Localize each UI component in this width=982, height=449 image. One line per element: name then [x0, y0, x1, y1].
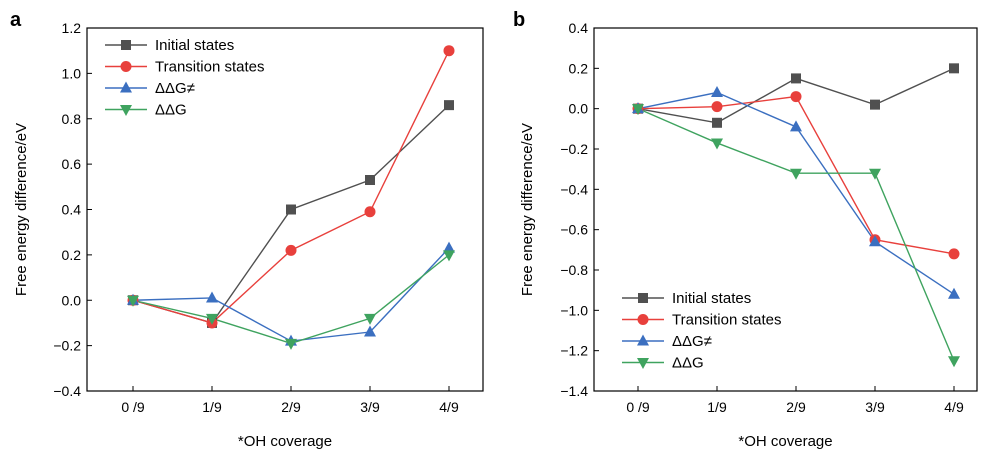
- data-point: [364, 325, 376, 337]
- legend-marker: [638, 293, 648, 303]
- data-point: [790, 91, 802, 103]
- data-point: [711, 86, 723, 98]
- data-point: [443, 45, 455, 57]
- x-tick-label: 0 /9: [121, 399, 145, 415]
- data-point: [790, 120, 802, 132]
- legend-marker: [121, 40, 131, 50]
- plot-frame: [86, 27, 484, 392]
- data-point: [443, 241, 455, 253]
- legend-label: ΔΔG: [155, 102, 187, 119]
- data-point: [285, 338, 297, 350]
- y-tick-label: 0.6: [62, 156, 82, 172]
- data-point: [948, 287, 960, 299]
- y-tick-label: 0.8: [62, 111, 82, 127]
- data-point: [948, 248, 960, 260]
- legend-label: ΔΔG: [672, 355, 704, 372]
- plot-frame: [593, 27, 978, 392]
- x-tick-label: 3/9: [360, 399, 380, 415]
- data-point: [364, 206, 376, 218]
- panel-a: −0.4 −0.2 0.0 0.2 0.4 0.6 0.8 1.0 1.2 0 /9 1/9 2/9 3…: [10, 9, 484, 449]
- x-tick-label: 4/9: [944, 399, 964, 415]
- legend-label: Initial states: [672, 290, 751, 307]
- y-tick-label: 1.0: [62, 65, 82, 81]
- data-point: [711, 138, 723, 150]
- data-point: [127, 295, 139, 307]
- legend: Initial states Transition states ΔΔG≠ ΔΔG: [622, 290, 782, 372]
- data-point: [790, 168, 802, 180]
- y-tick-label: 0.2: [569, 60, 589, 76]
- legend-marker: [637, 358, 649, 369]
- data-point: [632, 104, 644, 116]
- data-point: [444, 100, 454, 111]
- data-point: [285, 244, 297, 256]
- data-point: [206, 291, 218, 303]
- x-tick-label: 2/9: [786, 399, 806, 415]
- y-axis-label: Free energy difference/eV: [13, 123, 30, 296]
- panel-label: b: [513, 9, 525, 31]
- data-point: [711, 101, 723, 113]
- legend-marker: [120, 61, 132, 72]
- x-tick-label: 1/9: [707, 399, 727, 415]
- data-point: [791, 73, 801, 84]
- y-tick-label: 0.4: [569, 20, 589, 36]
- series-line: [132, 247, 450, 342]
- y-axis-label: Free energy difference/eV: [519, 123, 536, 296]
- legend-marker: [120, 81, 132, 93]
- data-point: [712, 117, 722, 128]
- y-tick-label: 0.4: [62, 202, 82, 218]
- y-tick-label: −0.4: [53, 383, 81, 399]
- y-tick-label: 0.0: [62, 292, 82, 308]
- panel-b: −1.4 −1.2 −1.0 −0.8 −0.6 −0.4 −0.2 0.0 0.2 0.4 0 /…: [513, 9, 978, 449]
- data-point: [948, 356, 960, 368]
- legend-marker: [637, 314, 649, 325]
- data-point: [869, 168, 881, 180]
- legend-label: ΔΔG≠: [155, 80, 195, 97]
- y-tick-label: 1.2: [62, 20, 82, 36]
- y-tick-label: −1.2: [560, 343, 588, 359]
- y-tick-label: −0.2: [560, 141, 588, 157]
- y-tick-label: −0.8: [560, 262, 588, 278]
- x-axis-label: *OH coverage: [738, 433, 832, 449]
- y-tick-label: 0.0: [569, 101, 589, 117]
- y-tick-label: −1.0: [560, 302, 588, 318]
- data-point: [443, 250, 455, 262]
- data-point: [870, 99, 880, 110]
- legend-label: Transition states: [155, 59, 265, 76]
- y-tick-label: −1.4: [560, 383, 588, 399]
- legend-marker: [637, 334, 649, 346]
- legend-marker: [120, 105, 132, 116]
- data-point: [365, 175, 375, 186]
- x-axis-label: *OH coverage: [238, 433, 332, 449]
- data-point: [286, 204, 296, 215]
- y-tick-label: −0.6: [560, 222, 588, 238]
- x-tick-label: 3/9: [865, 399, 885, 415]
- x-tick-label: 4/9: [439, 399, 459, 415]
- y-tick-label: −0.2: [53, 338, 81, 354]
- legend-label: Initial states: [155, 37, 234, 54]
- y-tick-label: 0.2: [62, 247, 82, 263]
- legend-label: Transition states: [672, 312, 782, 329]
- data-point: [364, 313, 376, 325]
- legend: Initial states Transition states ΔΔG≠ ΔΔG: [105, 37, 265, 119]
- data-point: [949, 63, 959, 74]
- data-point: [206, 313, 218, 325]
- x-tick-label: 0 /9: [626, 399, 650, 415]
- x-tick-label: 1/9: [202, 399, 222, 415]
- legend-label: ΔΔG≠: [672, 333, 712, 350]
- data-point: [869, 235, 881, 247]
- x-tick-label: 2/9: [281, 399, 301, 415]
- y-tick-label: −0.4: [560, 181, 588, 197]
- panel-label: a: [10, 9, 22, 31]
